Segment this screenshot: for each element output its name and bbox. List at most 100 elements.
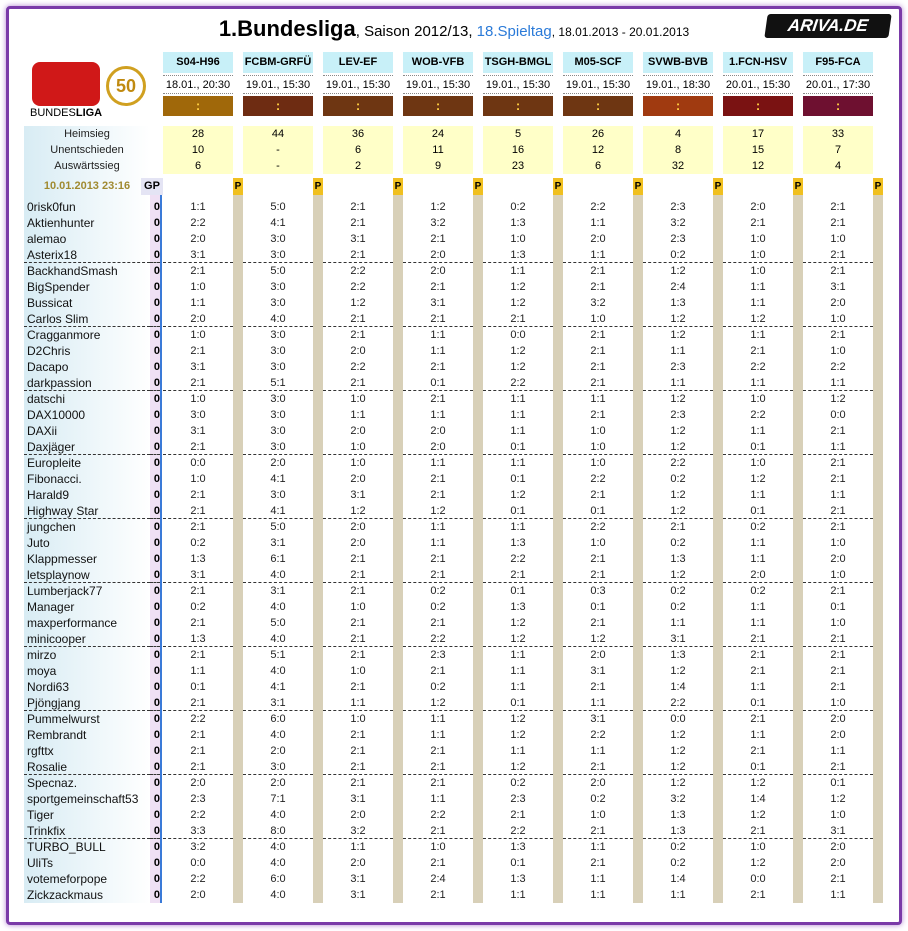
match-result: : xyxy=(483,96,553,116)
player-gp: 0 xyxy=(150,759,160,775)
tip: 0:2 xyxy=(430,585,446,597)
tip: 4:1 xyxy=(270,217,286,229)
tip: 1:1 xyxy=(430,713,446,725)
tip: 2:2 xyxy=(643,695,713,711)
player-name: Juto xyxy=(27,536,50,550)
tip: 2:2 xyxy=(750,361,766,373)
tip: 0:2 xyxy=(190,537,206,549)
tip: 1:2 xyxy=(670,329,686,341)
tip: 1:0 xyxy=(323,439,393,455)
tip: 2:1 xyxy=(563,375,633,391)
tip: 2:1 xyxy=(830,665,846,677)
tip: 2:1 xyxy=(190,729,206,741)
tip: 1:1 xyxy=(510,457,526,469)
tip: 1:4 xyxy=(750,793,766,805)
tip: 1:2 xyxy=(670,729,686,741)
tip: 1:1 xyxy=(430,793,446,805)
tip: 1:2 xyxy=(510,297,526,309)
tip: 2:1 xyxy=(750,889,766,901)
tip: 1:3 xyxy=(643,823,713,839)
tip: 4:0 xyxy=(270,809,286,821)
stat-value: 4 xyxy=(803,158,873,174)
tip: 2:2 xyxy=(590,201,606,213)
tip: 2:0 xyxy=(750,201,766,213)
tip: 2:0 xyxy=(350,857,366,869)
tip: 2:1 xyxy=(750,217,766,229)
tip: 1:3 xyxy=(510,873,526,885)
stat-value: 26 xyxy=(563,126,633,142)
tip: 1:2 xyxy=(563,631,633,647)
tip: 3:0 xyxy=(270,345,286,357)
stat-value: 24 xyxy=(403,126,473,142)
tip: 3:1 xyxy=(643,631,713,647)
tip: 3:0 xyxy=(270,409,286,421)
tip: 1:2 xyxy=(510,489,526,501)
tip: 3:1 xyxy=(190,361,206,373)
stat-value: 32 xyxy=(643,158,713,174)
p-header: P xyxy=(633,178,643,195)
tip: 1:2 xyxy=(670,265,686,277)
tip: 1:3 xyxy=(483,247,553,263)
tip: 2:1 xyxy=(830,425,846,437)
tip: 0:1 xyxy=(483,439,553,455)
tip: 2:1 xyxy=(590,281,606,293)
tip: 4:0 xyxy=(243,567,313,583)
stat-value: 33 xyxy=(803,126,873,142)
tip: 2:1 xyxy=(563,567,633,583)
tip: 2:1 xyxy=(590,361,606,373)
tip: 3:1 xyxy=(270,585,286,597)
tip: 1:1 xyxy=(323,695,393,711)
tip: 2:1 xyxy=(830,217,846,229)
tip: 2:1 xyxy=(323,247,393,263)
stat-value: 2 xyxy=(323,158,393,174)
player-gp: 0 xyxy=(153,841,160,853)
tip: 0:0 xyxy=(750,873,766,885)
player-gp: 0 xyxy=(150,567,160,583)
logo-text: BUNDESLIGA xyxy=(30,106,102,120)
tip: 0:0 xyxy=(670,713,686,725)
match-date: 19.01., 15:30 xyxy=(483,75,553,94)
tip: 2:1 xyxy=(190,649,206,661)
tip: 1:1 xyxy=(430,329,446,341)
tip: 3:2 xyxy=(190,841,206,853)
tip: 2:1 xyxy=(723,823,793,839)
tip: 1:1 xyxy=(510,409,526,421)
tip: 1:3 xyxy=(670,649,686,661)
tip: 4:0 xyxy=(270,841,286,853)
stat-value: 6 xyxy=(323,142,393,158)
tip: 1:2 xyxy=(643,311,713,327)
tip: 1:2 xyxy=(723,311,793,327)
tip: 2:1 xyxy=(163,439,233,455)
tip: 2:0 xyxy=(270,777,286,789)
p-header: P xyxy=(793,178,803,195)
tip: 1:1 xyxy=(190,201,206,213)
tip: 2:0 xyxy=(830,553,846,565)
stat-value: 4 xyxy=(643,126,713,142)
tip: 1:0 xyxy=(590,809,606,821)
tip: 0:1 xyxy=(190,681,206,693)
tip: 2:1 xyxy=(403,759,473,775)
player-gp: 0 xyxy=(153,393,160,405)
tip: 1:1 xyxy=(750,537,766,549)
tip: 2:1 xyxy=(323,567,393,583)
tip: 0:2 xyxy=(430,681,446,693)
tip: 2:1 xyxy=(350,617,366,629)
stat-value: 12 xyxy=(563,142,633,158)
p-column xyxy=(553,178,563,903)
tip: 1:2 xyxy=(670,745,686,757)
tip: 2:2 xyxy=(590,521,606,533)
tip: 1:0 xyxy=(510,233,526,245)
tip: 3:2 xyxy=(670,793,686,805)
tip: 3:0 xyxy=(270,297,286,309)
tip: 2:0 xyxy=(190,889,206,901)
tip: 2:1 xyxy=(590,329,606,341)
tip: 1:1 xyxy=(510,745,526,757)
player-name: mirzo xyxy=(27,648,57,662)
player-gp: 0 xyxy=(150,823,160,839)
tip: 3:2 xyxy=(670,217,686,229)
tip: 1:2 xyxy=(483,631,553,647)
player-gp: 0 xyxy=(153,201,160,213)
tip: 2:1 xyxy=(830,473,846,485)
tip: 3:1 xyxy=(350,233,366,245)
p-column xyxy=(233,178,243,903)
